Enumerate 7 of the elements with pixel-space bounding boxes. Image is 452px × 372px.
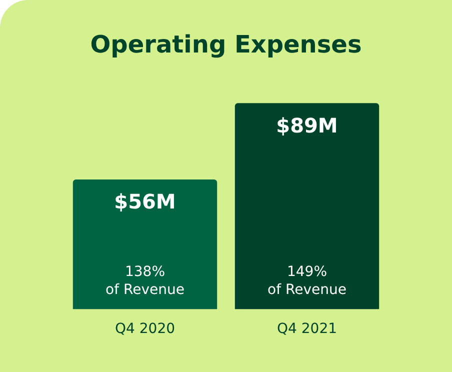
x-tick-label: Q4 2020	[114, 321, 176, 338]
annotation: 149% of Revenue	[268, 264, 346, 298]
data-label: $89M	[276, 113, 338, 138]
annotation: 138% of Revenue	[106, 264, 184, 298]
data-label: $56M	[114, 190, 176, 214]
x-tick-label: Q4 2021	[276, 321, 338, 338]
chart-title: Operating Expenses	[90, 30, 362, 59]
